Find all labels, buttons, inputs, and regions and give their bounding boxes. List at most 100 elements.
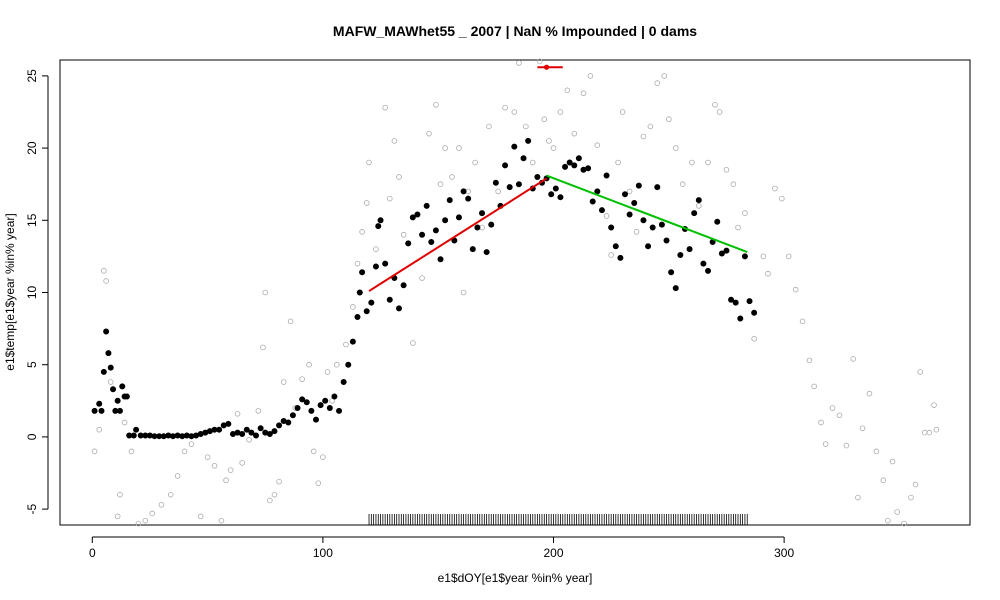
point bbox=[400, 282, 407, 289]
point bbox=[260, 344, 266, 351]
point bbox=[257, 425, 264, 432]
point bbox=[432, 227, 439, 234]
point bbox=[336, 407, 343, 414]
point bbox=[714, 218, 721, 225]
point bbox=[571, 162, 578, 169]
point bbox=[405, 240, 412, 247]
point bbox=[647, 123, 654, 130]
y-tick-label: -5 bbox=[25, 503, 39, 514]
point bbox=[306, 361, 312, 368]
point bbox=[117, 491, 123, 498]
point bbox=[103, 278, 109, 284]
fit-line bbox=[368, 177, 548, 292]
point bbox=[873, 448, 880, 455]
point bbox=[174, 473, 181, 479]
point bbox=[718, 250, 725, 257]
point bbox=[598, 207, 605, 214]
point bbox=[836, 412, 843, 419]
point bbox=[486, 123, 492, 130]
point bbox=[631, 199, 638, 206]
point bbox=[375, 223, 382, 230]
point bbox=[271, 491, 278, 498]
point bbox=[672, 285, 679, 292]
point bbox=[866, 390, 873, 397]
point bbox=[608, 224, 615, 231]
point bbox=[158, 501, 165, 508]
point bbox=[460, 289, 467, 296]
point bbox=[386, 296, 393, 303]
point bbox=[368, 299, 375, 306]
point bbox=[363, 200, 370, 206]
point bbox=[901, 520, 907, 527]
point bbox=[100, 368, 107, 375]
point bbox=[474, 224, 481, 231]
point bbox=[751, 335, 757, 342]
point bbox=[751, 309, 758, 316]
point bbox=[103, 328, 110, 335]
point bbox=[525, 137, 532, 144]
point bbox=[732, 299, 739, 306]
point bbox=[589, 198, 596, 205]
point bbox=[571, 130, 578, 137]
point bbox=[167, 491, 174, 498]
point bbox=[216, 426, 223, 433]
chart-title: MAFW_MAWhet55 _ 2007 | NaN % Impounded |… bbox=[333, 23, 697, 39]
point bbox=[712, 101, 718, 108]
point bbox=[116, 407, 123, 414]
point bbox=[386, 195, 393, 202]
point bbox=[859, 425, 866, 432]
point bbox=[742, 210, 748, 216]
point bbox=[303, 399, 310, 406]
point bbox=[98, 407, 105, 414]
point bbox=[889, 458, 896, 465]
point bbox=[317, 402, 324, 409]
x-tick-label: 0 bbox=[89, 546, 96, 560]
point bbox=[580, 90, 587, 97]
point bbox=[502, 104, 508, 111]
x-tick-label: 100 bbox=[313, 546, 333, 560]
point bbox=[345, 361, 352, 368]
point bbox=[366, 159, 372, 166]
point bbox=[585, 165, 592, 172]
point bbox=[133, 426, 140, 433]
point bbox=[645, 243, 652, 250]
point bbox=[760, 253, 767, 260]
point bbox=[271, 428, 278, 435]
point bbox=[433, 101, 439, 108]
point bbox=[119, 383, 126, 390]
point bbox=[516, 60, 522, 66]
point bbox=[885, 517, 891, 524]
point bbox=[142, 517, 149, 524]
point bbox=[741, 253, 748, 260]
point bbox=[460, 188, 467, 195]
point bbox=[686, 246, 693, 253]
point bbox=[661, 73, 668, 79]
point bbox=[575, 155, 582, 162]
point bbox=[617, 254, 624, 261]
point bbox=[679, 181, 686, 187]
point bbox=[308, 407, 315, 414]
point bbox=[541, 116, 548, 123]
point bbox=[723, 247, 730, 254]
point bbox=[792, 286, 799, 293]
point bbox=[619, 109, 626, 115]
point bbox=[850, 356, 857, 362]
point bbox=[322, 397, 329, 404]
point bbox=[107, 379, 114, 385]
y-tick-label: 25 bbox=[25, 69, 39, 83]
point bbox=[359, 269, 366, 276]
point bbox=[779, 195, 785, 202]
point bbox=[446, 197, 453, 204]
point bbox=[672, 145, 679, 151]
point bbox=[101, 268, 107, 274]
point bbox=[622, 191, 629, 198]
point bbox=[822, 441, 829, 447]
point bbox=[396, 174, 402, 180]
point bbox=[855, 494, 861, 501]
point bbox=[428, 238, 435, 245]
point bbox=[677, 251, 684, 258]
point bbox=[926, 429, 933, 436]
point bbox=[149, 510, 156, 517]
point bbox=[130, 432, 137, 439]
point bbox=[234, 411, 241, 417]
